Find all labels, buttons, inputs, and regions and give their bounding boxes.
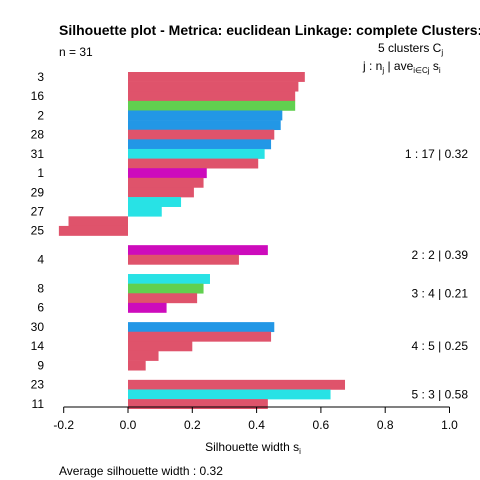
cluster-summary-label: 1 : 17 | 0.32 bbox=[405, 147, 468, 161]
silhouette-bar bbox=[128, 187, 194, 198]
x-tick-label: 0.6 bbox=[313, 418, 330, 432]
silhouette-bar bbox=[128, 341, 193, 352]
silhouette-bar bbox=[128, 293, 198, 304]
chart-title: Silhouette plot - Metrica: euclidean Lin… bbox=[59, 22, 480, 38]
observation-label: 11 bbox=[32, 397, 45, 411]
observation-label: 23 bbox=[31, 378, 45, 392]
silhouette-bar bbox=[128, 148, 265, 159]
silhouette-bar bbox=[128, 110, 283, 121]
silhouette-bar bbox=[128, 206, 162, 217]
header-columns: j : nj | avei∈Cj si bbox=[362, 59, 441, 75]
silhouette-bar bbox=[128, 274, 210, 284]
observation-label: 25 bbox=[31, 224, 45, 238]
x-tick-label: 0.8 bbox=[377, 418, 394, 432]
silhouette-bar bbox=[128, 360, 146, 371]
observation-label: 29 bbox=[31, 185, 45, 199]
silhouette-bar bbox=[128, 302, 167, 313]
average-silhouette-footer: Average silhouette width : 0.32 bbox=[59, 464, 223, 478]
row-labels-layer: 3 16 2 28 31 1 29 27 25 4 8 6 30 14 9 23 11 bbox=[31, 70, 45, 411]
silhouette-bar bbox=[128, 129, 275, 140]
x-tick-label: 1.0 bbox=[441, 418, 458, 432]
x-tick-label: 0.4 bbox=[248, 418, 265, 432]
x-axis-label: Silhouette width si bbox=[205, 440, 301, 456]
observation-label: 16 bbox=[31, 89, 45, 103]
silhouette-bar bbox=[128, 168, 207, 179]
observation-label: 6 bbox=[37, 301, 44, 315]
observation-label: 14 bbox=[31, 339, 45, 353]
cluster-labels-layer: 1 : 17 | 0.32 2 : 2 | 0.39 3 : 4 | 0.21 4 :… bbox=[405, 147, 468, 401]
cluster-summary-label: 4 : 5 | 0.25 bbox=[412, 339, 469, 353]
observation-label: 4 bbox=[37, 253, 44, 267]
cluster-summary-label: 3 : 4 | 0.21 bbox=[412, 286, 469, 300]
observation-label: 2 bbox=[37, 108, 44, 122]
silhouette-bar bbox=[68, 216, 128, 227]
bars-layer bbox=[58, 72, 346, 409]
silhouette-bar bbox=[128, 283, 204, 294]
header-clusters: 5 clusters Cj bbox=[378, 41, 443, 57]
x-axis: -0.2 0.0 0.2 0.4 0.6 0.8 1.0 bbox=[53, 406, 458, 432]
observation-label: 1 bbox=[37, 166, 44, 180]
silhouette-bar bbox=[128, 177, 204, 188]
observation-label: 8 bbox=[37, 281, 44, 295]
silhouette-bar bbox=[128, 379, 346, 390]
observation-label: 3 bbox=[37, 70, 44, 84]
observation-label: 28 bbox=[31, 128, 45, 142]
observation-label: 31 bbox=[31, 147, 45, 161]
silhouette-bar bbox=[128, 158, 259, 169]
silhouette-bar bbox=[128, 120, 281, 131]
cluster-summary-label: 5 : 3 | 0.58 bbox=[412, 387, 469, 401]
silhouette-bar bbox=[58, 225, 128, 236]
silhouette-bar bbox=[128, 350, 159, 361]
x-tick-label: 0.0 bbox=[120, 418, 137, 432]
silhouette-bar bbox=[128, 100, 296, 111]
silhouette-bar bbox=[128, 254, 239, 265]
observation-label: 27 bbox=[31, 204, 45, 218]
observation-label: 9 bbox=[37, 358, 44, 372]
silhouette-bar bbox=[128, 331, 272, 342]
silhouette-bar bbox=[128, 399, 268, 409]
n-label: n = 31 bbox=[59, 45, 93, 59]
silhouette-bar bbox=[128, 245, 268, 256]
silhouette-bar bbox=[128, 322, 275, 333]
silhouette-bar bbox=[128, 139, 272, 150]
silhouette-bar bbox=[128, 197, 182, 207]
x-tick-label: 0.2 bbox=[184, 418, 201, 432]
silhouette-bar bbox=[128, 72, 305, 82]
observation-label: 30 bbox=[31, 320, 45, 334]
silhouette-bar bbox=[128, 81, 299, 92]
cluster-summary-label: 2 : 2 | 0.39 bbox=[412, 248, 469, 262]
silhouette-bar bbox=[128, 389, 331, 400]
x-tick-label: -0.2 bbox=[53, 418, 74, 432]
silhouette-bar bbox=[128, 91, 296, 102]
